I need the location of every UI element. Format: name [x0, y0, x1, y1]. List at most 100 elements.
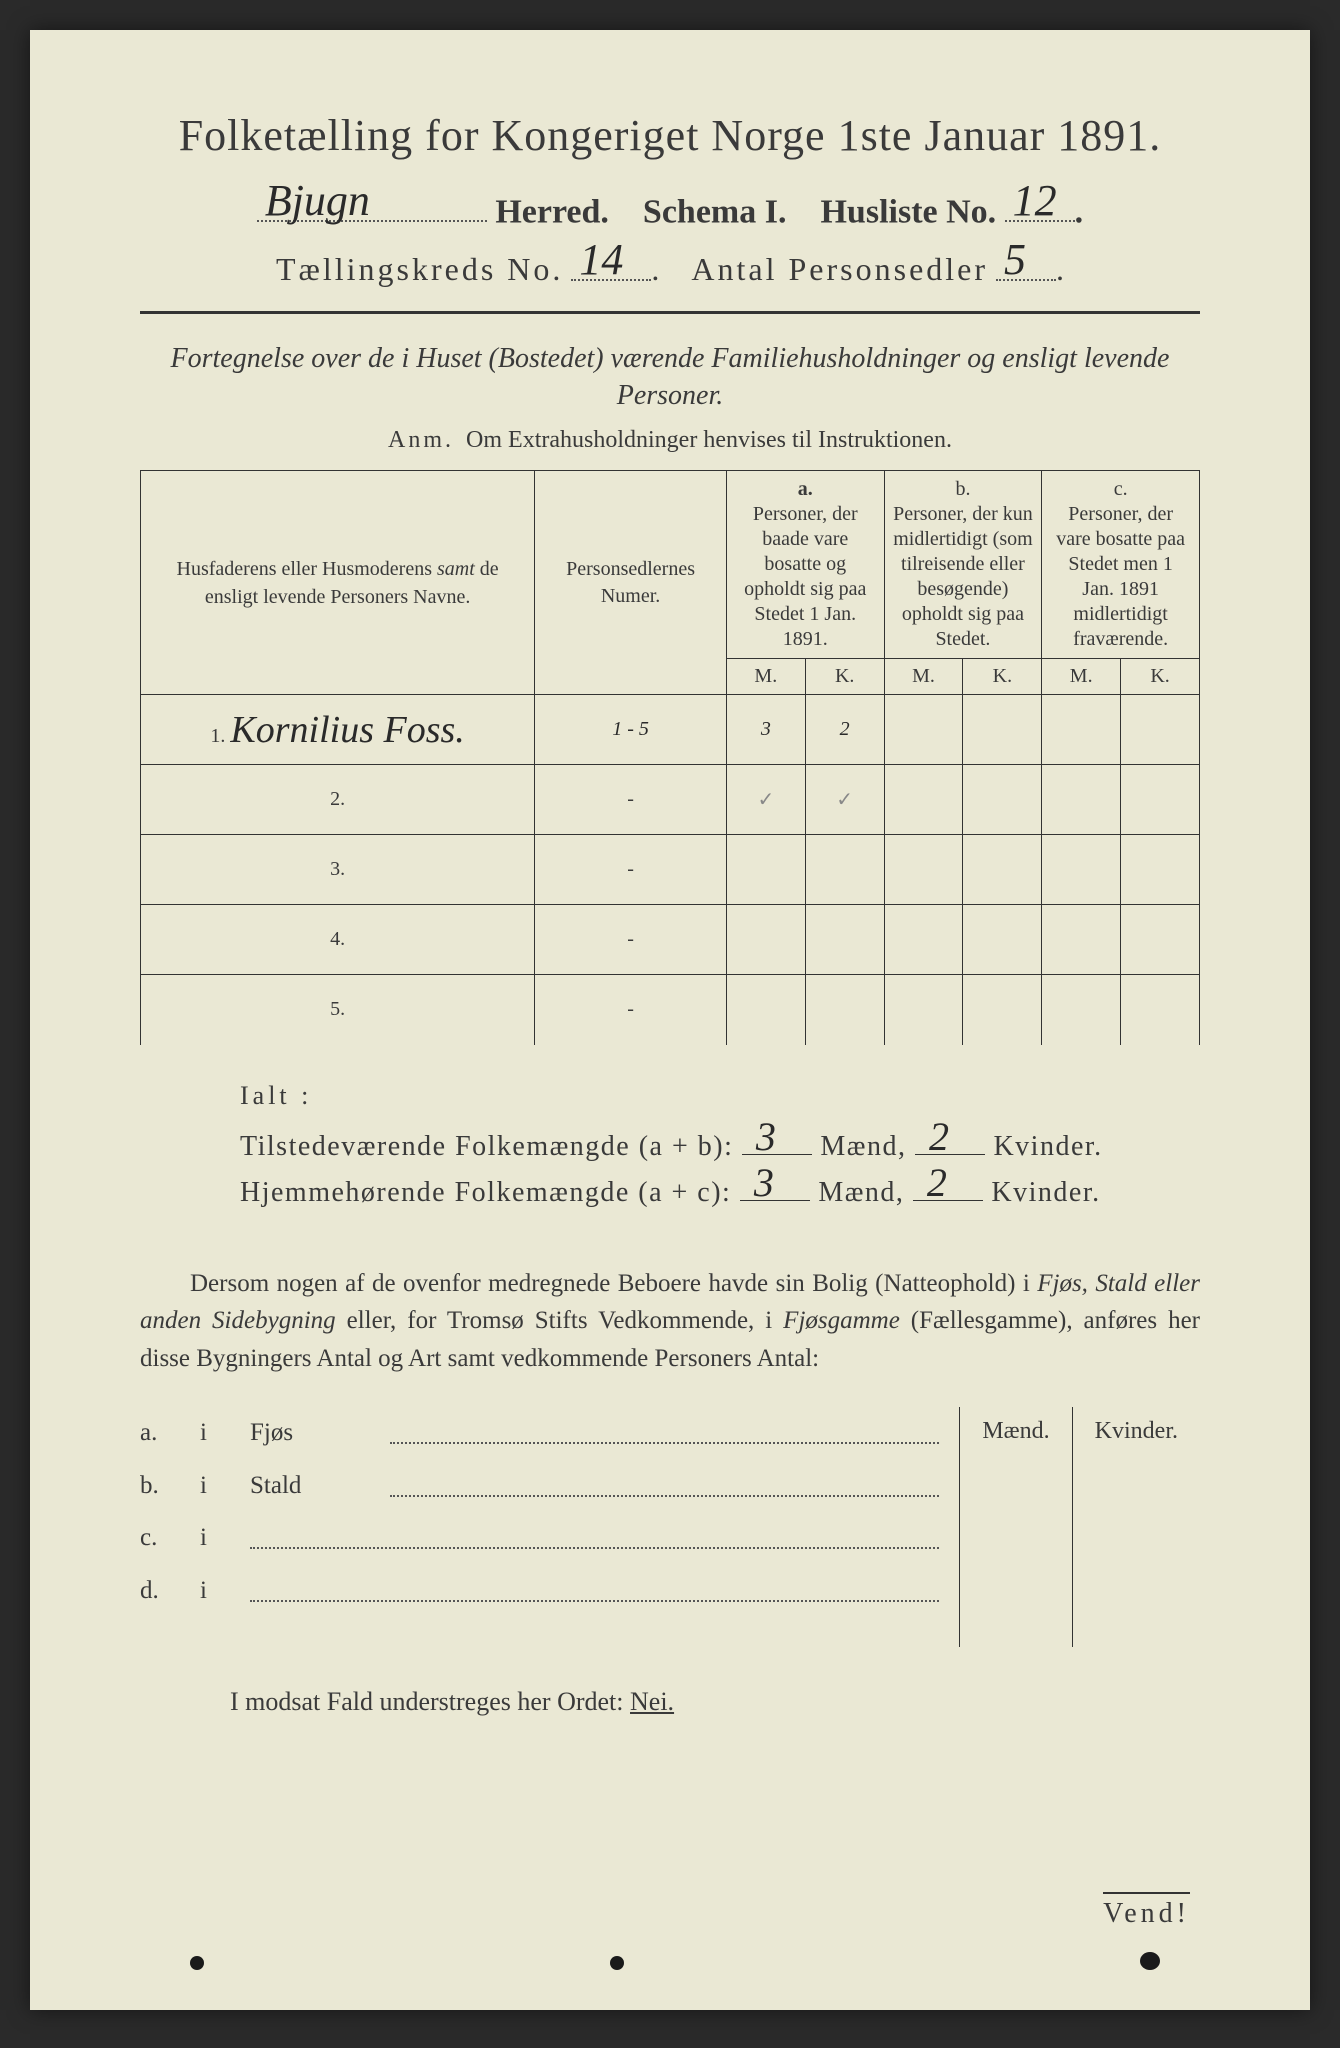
cell — [726, 835, 805, 905]
col-names-header: Husfaderens eller Husmoderens samt de en… — [141, 471, 535, 695]
cell — [963, 695, 1042, 765]
instruction-paragraph: Dersom nogen af de ovenfor medregnede Be… — [140, 1265, 1200, 1378]
nei-line: I modsat Fald understreges her Ordet: Ne… — [230, 1687, 1200, 1717]
num-cell: - — [535, 765, 727, 835]
divider — [140, 311, 1200, 314]
name-handwritten: Kornilius Foss. — [230, 709, 464, 751]
kreds-handwritten: 14 — [579, 234, 623, 285]
row-name-cell: 3. — [141, 835, 535, 905]
col-number-header: Personsedlernes Numer. — [535, 471, 727, 695]
cell — [963, 905, 1042, 975]
table-row: 4. - — [141, 905, 1200, 975]
sum-line-1: Tilstedeværende Folkemængde (a + b): 3 M… — [240, 1127, 1200, 1163]
cell — [726, 905, 805, 975]
cell — [1121, 765, 1200, 835]
row-name-cell: 4. — [141, 905, 535, 975]
c-m: M. — [1042, 659, 1121, 695]
dotted-line — [390, 1472, 939, 1497]
cell — [960, 1551, 1072, 1599]
cell — [1042, 695, 1121, 765]
cell — [963, 975, 1042, 1045]
nei-word: Nei. — [630, 1687, 674, 1716]
b-m: M. — [884, 659, 963, 695]
cell — [1042, 975, 1121, 1045]
table-row: 1. Kornilius Foss. 1 - 5 3 2 — [141, 695, 1200, 765]
cell — [805, 905, 884, 975]
cell — [805, 835, 884, 905]
cell — [1042, 835, 1121, 905]
cell — [884, 905, 963, 975]
row-name-cell: 2. — [141, 765, 535, 835]
antal-field: 5 — [996, 245, 1056, 280]
antal-label: Antal Personsedler — [691, 252, 988, 288]
header-line-2: Tællingskreds No. 14 . Antal Personsedle… — [140, 245, 1200, 288]
totals-block: Ialt : Tilstedeværende Folkemængde (a + … — [240, 1081, 1200, 1209]
cell — [960, 1503, 1072, 1551]
herred-label: Herred. — [495, 193, 609, 230]
cell — [1072, 1455, 1200, 1503]
dotted-line — [250, 1577, 939, 1602]
dotted-line — [390, 1419, 939, 1444]
sum2-k-field: 2 — [913, 1173, 983, 1201]
cell — [1042, 765, 1121, 835]
num-cell: - — [535, 905, 727, 975]
col-c-header: c. Personer, der vare bosatte paa Stedet… — [1042, 471, 1200, 659]
cell: 2 — [805, 695, 884, 765]
cell: 3 — [726, 695, 805, 765]
list-item: a. i Fjøs — [140, 1407, 959, 1460]
kvinder-header: Kvinder. — [1072, 1407, 1200, 1455]
household-table: Husfaderens eller Husmoderens samt de en… — [140, 470, 1200, 1045]
cell — [1121, 975, 1200, 1045]
a-m: M. — [726, 659, 805, 695]
cell — [805, 975, 884, 1045]
cell — [884, 765, 963, 835]
cell — [1121, 695, 1200, 765]
dotted-line — [250, 1524, 939, 1549]
col-a-header: a. Personer, der baade vare bosatte og o… — [726, 471, 884, 659]
num-cell: 1 - 5 — [535, 695, 727, 765]
row-name-cell: 1. Kornilius Foss. — [141, 695, 535, 765]
b-k: K. — [963, 659, 1042, 695]
anm-label: Anm. — [388, 427, 454, 453]
cell — [884, 835, 963, 905]
subtitle: Fortegnelse over de i Huset (Bostedet) v… — [140, 340, 1200, 416]
cell — [1121, 905, 1200, 975]
list-item: d. i — [140, 1565, 959, 1618]
list-item: c. i — [140, 1512, 959, 1565]
census-form-page: Folketælling for Kongeriget Norge 1ste J… — [30, 30, 1310, 2010]
page-title: Folketælling for Kongeriget Norge 1ste J… — [140, 110, 1200, 161]
cell: ✓ — [805, 765, 884, 835]
ink-dot-icon — [1140, 1952, 1160, 1970]
husliste-label: Husliste No. — [820, 193, 996, 230]
ink-dot-icon — [190, 1956, 204, 1970]
table-row: 3. - — [141, 835, 1200, 905]
cell — [1072, 1503, 1200, 1551]
cell — [726, 975, 805, 1045]
cell — [884, 695, 963, 765]
cell — [1072, 1599, 1200, 1647]
cell — [1072, 1551, 1200, 1599]
cell — [960, 1599, 1072, 1647]
anm-text: Om Extrahusholdninger henvises til Instr… — [466, 427, 952, 453]
cell — [1042, 905, 1121, 975]
row-name-cell: 5. — [141, 975, 535, 1045]
husliste-field: 12 — [1005, 185, 1075, 222]
header-line-1: Bjugn Herred. Schema I. Husliste No. 12 … — [140, 185, 1200, 231]
num-cell: - — [535, 835, 727, 905]
ink-dot-icon — [610, 1956, 624, 1970]
cell: ✓ — [726, 765, 805, 835]
sum1-m-field: 3 — [742, 1127, 812, 1155]
kreds-field: 14 — [571, 245, 651, 280]
husliste-handwritten: 12 — [1013, 175, 1057, 226]
schema-label: Schema I. — [643, 193, 787, 230]
herred-handwritten: Bjugn — [265, 175, 370, 226]
cell — [1121, 835, 1200, 905]
cell — [884, 975, 963, 1045]
ialt-label: Ialt : — [240, 1081, 1200, 1111]
maend-header: Mænd. — [960, 1407, 1072, 1455]
side-buildings-block: a. i Fjøs b. i Stald c. i d. i — [140, 1407, 1200, 1647]
cell — [960, 1455, 1072, 1503]
list-item: b. i Stald — [140, 1460, 959, 1513]
herred-field: Bjugn — [257, 185, 487, 222]
antal-handwritten: 5 — [1004, 234, 1026, 285]
